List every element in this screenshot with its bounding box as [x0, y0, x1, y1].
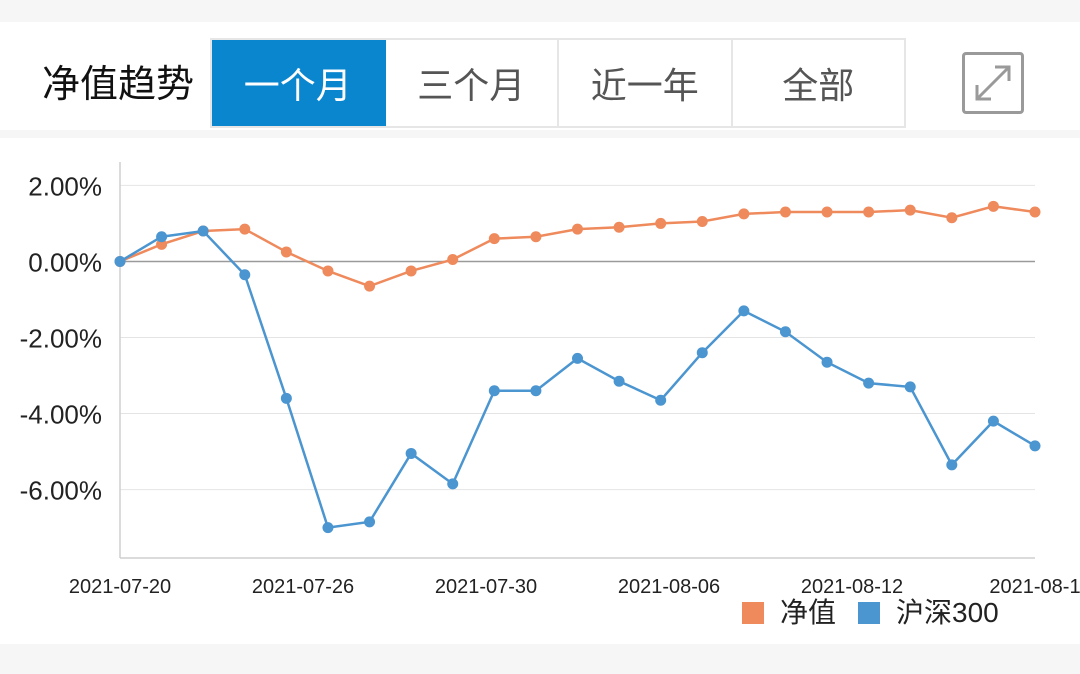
- data-point: [946, 459, 958, 471]
- tab-one-year[interactable]: 近一年: [559, 40, 733, 126]
- legend-swatch: [742, 602, 764, 624]
- tab-three-months[interactable]: 三个月: [386, 40, 559, 126]
- data-point: [239, 223, 251, 235]
- y-tick-label: 2.00%: [28, 171, 102, 201]
- data-point: [322, 522, 334, 534]
- data-point: [946, 212, 958, 224]
- x-tick-label: 2021-07-30: [435, 576, 537, 598]
- data-point: [280, 246, 292, 258]
- data-point: [863, 377, 875, 389]
- data-point: [738, 208, 750, 220]
- data-point: [405, 447, 417, 459]
- data-point: [779, 326, 791, 338]
- data-point: [364, 280, 376, 292]
- data-point: [779, 206, 791, 218]
- x-tick-label: 2021-08-06: [618, 576, 720, 598]
- series-line-1: [119, 229, 1036, 529]
- data-point: [655, 394, 667, 406]
- data-point: [821, 206, 833, 218]
- legend-label: 沪深300: [896, 597, 999, 628]
- data-point: [530, 385, 542, 397]
- data-point: [821, 356, 833, 368]
- data-point: [239, 269, 251, 281]
- data-point: [447, 478, 459, 490]
- data-point: [904, 204, 916, 216]
- data-point: [405, 265, 417, 277]
- legend-swatch: [858, 602, 880, 624]
- range-tabs: 一个月 三个月 近一年 全部: [210, 38, 906, 128]
- data-point: [987, 200, 999, 212]
- data-point: [863, 206, 875, 218]
- data-point: [655, 217, 667, 229]
- data-point: [488, 233, 500, 245]
- data-point: [1029, 440, 1041, 452]
- data-point: [904, 381, 916, 393]
- x-tick-label: 2021-07-20: [69, 576, 171, 598]
- data-point: [696, 347, 708, 359]
- data-point: [156, 231, 168, 243]
- data-point: [114, 255, 126, 267]
- data-point: [738, 305, 750, 317]
- chart-panel: 2.00% 0.00% -2.00% -4.00% -6.00% 2021-07-20 20…: [0, 138, 1080, 644]
- data-point: [613, 221, 625, 233]
- data-point: [530, 231, 542, 243]
- data-point: [1029, 206, 1041, 218]
- y-tick-label: -4.00%: [20, 400, 102, 430]
- data-point: [987, 415, 999, 427]
- tab-all[interactable]: 全部: [782, 66, 855, 107]
- data-point: [572, 223, 583, 235]
- expand-button[interactable]: [962, 52, 1024, 114]
- y-tick-label: -6.00%: [20, 476, 102, 506]
- data-point: [447, 254, 459, 266]
- data-point: [364, 516, 376, 528]
- y-tick-label: 0.00%: [28, 247, 102, 277]
- data-point: [572, 352, 583, 364]
- series-line-0: [119, 205, 1036, 288]
- expand-arrows-icon: [975, 65, 1011, 101]
- performance-line-chart: 2.00% 0.00% -2.00% -4.00% -6.00% 2021-07-20 20…: [20, 162, 1080, 628]
- data-point: [488, 385, 500, 397]
- data-point: [613, 375, 625, 387]
- x-tick-label: 2021-07-26: [252, 576, 354, 598]
- x-tick-label: 2021-08-12: [801, 576, 903, 598]
- x-tick-label: 2021-08-1: [989, 576, 1080, 598]
- page-title: 净值趋势: [42, 62, 195, 106]
- data-point: [280, 392, 292, 404]
- y-tick-label: -2.00%: [20, 323, 102, 353]
- legend-label: 净值: [780, 597, 836, 628]
- data-point: [696, 216, 708, 228]
- tab-one-month[interactable]: 一个月: [212, 40, 386, 126]
- data-point: [322, 265, 334, 277]
- data-point: [197, 225, 209, 237]
- data-point: [156, 238, 168, 250]
